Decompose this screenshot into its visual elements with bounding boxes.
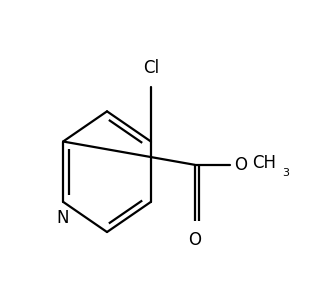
Text: Cl: Cl (143, 59, 159, 77)
Text: O: O (235, 156, 247, 174)
Text: O: O (188, 231, 201, 249)
Text: CH: CH (252, 154, 276, 173)
Text: N: N (57, 209, 69, 227)
Text: 3: 3 (282, 168, 290, 178)
